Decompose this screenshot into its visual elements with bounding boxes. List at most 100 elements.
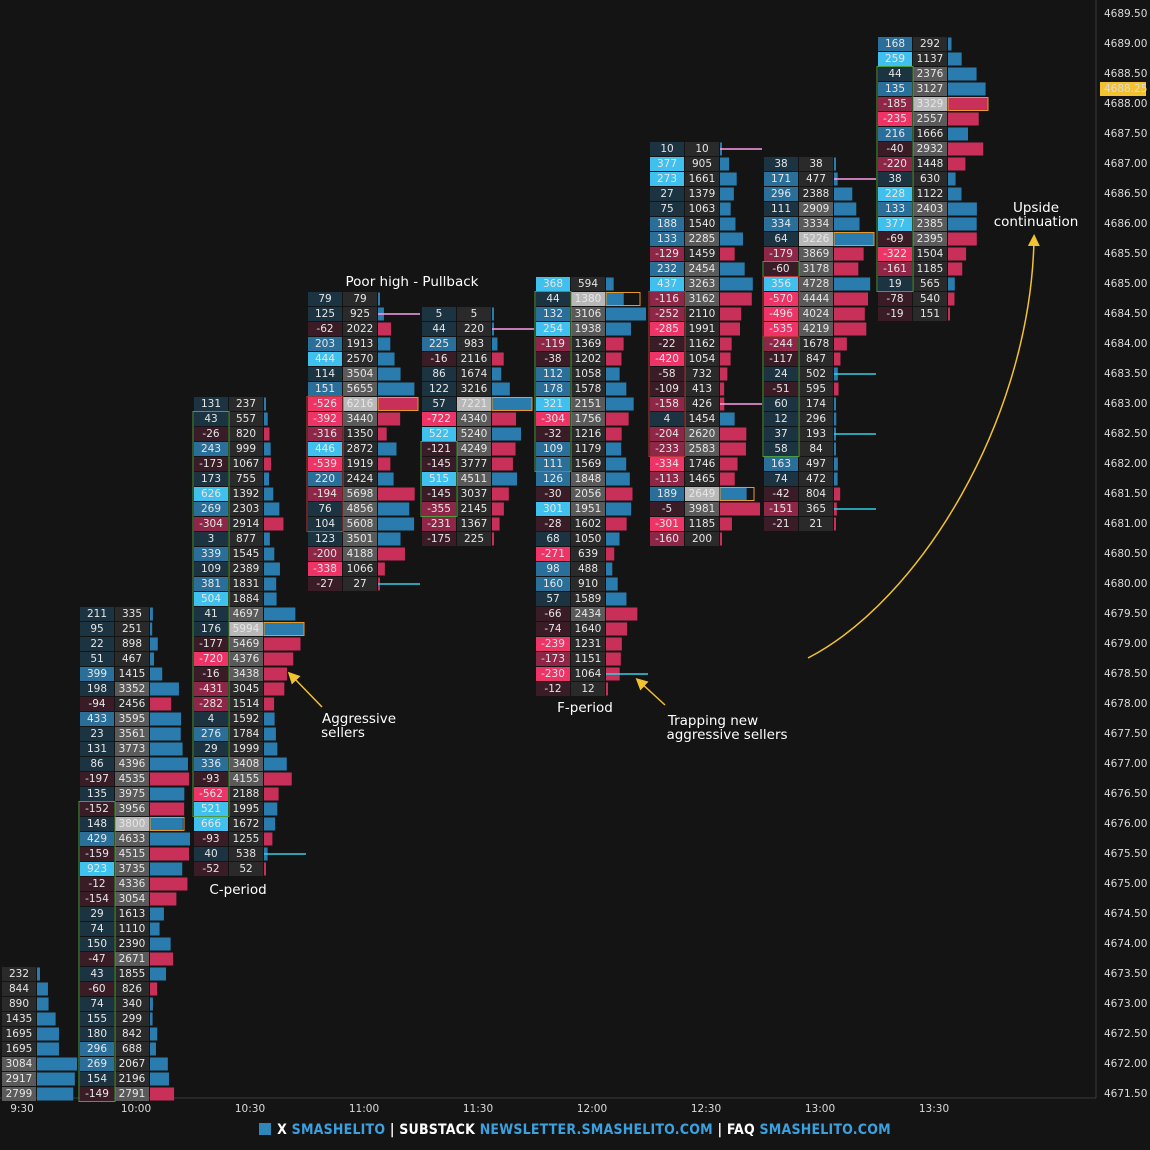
profile-bar xyxy=(37,967,41,981)
delta-cell xyxy=(80,1027,114,1041)
delta-cell xyxy=(536,637,570,651)
volume-value: 4633 xyxy=(119,833,146,845)
delta-cell xyxy=(536,457,570,471)
delta-cell xyxy=(764,292,798,306)
profile-bar xyxy=(834,322,867,336)
profile-bar xyxy=(606,307,646,321)
delta-cell xyxy=(308,547,342,561)
delta-value: 4 xyxy=(664,413,671,425)
volume-value: 251 xyxy=(122,623,142,635)
volume-cell xyxy=(685,382,719,396)
volume-value: 1179 xyxy=(575,443,602,455)
delta-value: 123 xyxy=(315,533,335,545)
delta-cell xyxy=(536,412,570,426)
volume-value: 595 xyxy=(806,383,826,395)
volume-cell xyxy=(229,697,263,711)
volume-value: 4340 xyxy=(461,413,488,425)
delta-value: 163 xyxy=(771,458,791,470)
profile-bar xyxy=(606,427,622,441)
profile-bar xyxy=(834,262,859,276)
profile-bar xyxy=(720,202,731,216)
volume-value: 557 xyxy=(236,413,256,425)
delta-value: 336 xyxy=(201,758,221,770)
delta-value: 220 xyxy=(315,473,335,485)
profile-bar xyxy=(492,532,494,546)
delta-cell xyxy=(194,787,228,801)
delta-value: 377 xyxy=(657,158,677,170)
profile-bar xyxy=(720,247,735,261)
delta-cell xyxy=(194,742,228,756)
volume-value: 1066 xyxy=(347,563,374,575)
delta-value: 43 xyxy=(90,968,103,980)
delta-cell xyxy=(422,412,456,426)
arrow-upside-continuation xyxy=(807,234,1040,659)
profile-bar xyxy=(720,487,747,501)
delta-cell xyxy=(194,697,228,711)
delta-cell xyxy=(194,442,228,456)
delta-value: 74 xyxy=(90,998,104,1010)
delta-cell xyxy=(422,307,456,321)
footer-faq-url[interactable]: SMASHELITO.COM xyxy=(759,1122,891,1138)
profile-bar xyxy=(264,802,278,816)
delta-value: 504 xyxy=(201,593,221,605)
delta-cell xyxy=(422,367,456,381)
profile-bar xyxy=(37,1057,77,1071)
profile-bar xyxy=(150,652,155,666)
profile-bar xyxy=(834,307,865,321)
volume-value: 2116 xyxy=(461,353,488,365)
volume-value: 12 xyxy=(581,683,594,695)
delta-value: 131 xyxy=(87,743,107,755)
delta-value: 216 xyxy=(885,128,905,140)
price-tick-label: 4680.00 xyxy=(1104,578,1147,590)
profile-bar xyxy=(378,517,415,531)
profile-bar xyxy=(378,397,418,411)
profile-bar xyxy=(834,472,838,486)
price-tick-label: 4677.00 xyxy=(1104,758,1147,770)
volume-cell xyxy=(229,727,263,741)
delta-value: -47 xyxy=(88,953,105,965)
volume-cell xyxy=(115,937,149,951)
profile-bar xyxy=(378,532,401,546)
volume-value: 2932 xyxy=(917,143,944,155)
volume-cell xyxy=(115,1057,149,1071)
delta-cell xyxy=(878,97,912,111)
volume-value: 200 xyxy=(692,533,712,545)
delta-value: 109 xyxy=(201,563,221,575)
volume-cell xyxy=(913,187,947,201)
delta-value: -235 xyxy=(883,113,907,125)
poc-highlight xyxy=(605,292,641,306)
profile-bar xyxy=(948,277,955,291)
delta-cell xyxy=(650,307,684,321)
volume-value: 2799 xyxy=(6,1088,33,1100)
volume-cell xyxy=(115,952,149,966)
delta-cell xyxy=(194,862,228,876)
price-tick-label: 4674.50 xyxy=(1104,908,1147,920)
delta-cell xyxy=(422,517,456,531)
profile-bar xyxy=(264,547,275,561)
profile-bar xyxy=(264,472,270,486)
delta-cell xyxy=(308,457,342,471)
volume-cell xyxy=(457,412,491,426)
delta-value: 44 xyxy=(888,68,902,80)
imbalance-box xyxy=(648,291,686,457)
volume-value: 3975 xyxy=(119,788,146,800)
delta-value: -22 xyxy=(658,338,675,350)
delta-value: 356 xyxy=(771,278,791,290)
time-tick-label: 13:30 xyxy=(919,1103,949,1115)
profile-bar xyxy=(150,772,190,786)
delta-value: -66 xyxy=(544,608,561,620)
volume-value: 842 xyxy=(122,1028,142,1040)
price-tick-label: 4684.00 xyxy=(1104,338,1147,350)
delta-value: 5 xyxy=(436,308,443,320)
delta-cell xyxy=(764,412,798,426)
delta-cell xyxy=(308,412,342,426)
profile-bar xyxy=(378,412,401,426)
delta-cell xyxy=(650,172,684,186)
delta-value: -16 xyxy=(202,668,219,680)
profile-bar xyxy=(834,397,836,411)
delta-value: -30 xyxy=(544,488,561,500)
delta-cell xyxy=(650,397,684,411)
footer-substack-url[interactable]: NEWSLETTER.SMASHELITO.COM xyxy=(479,1122,713,1138)
footer-x-handle[interactable]: SMASHELITO xyxy=(291,1122,386,1138)
